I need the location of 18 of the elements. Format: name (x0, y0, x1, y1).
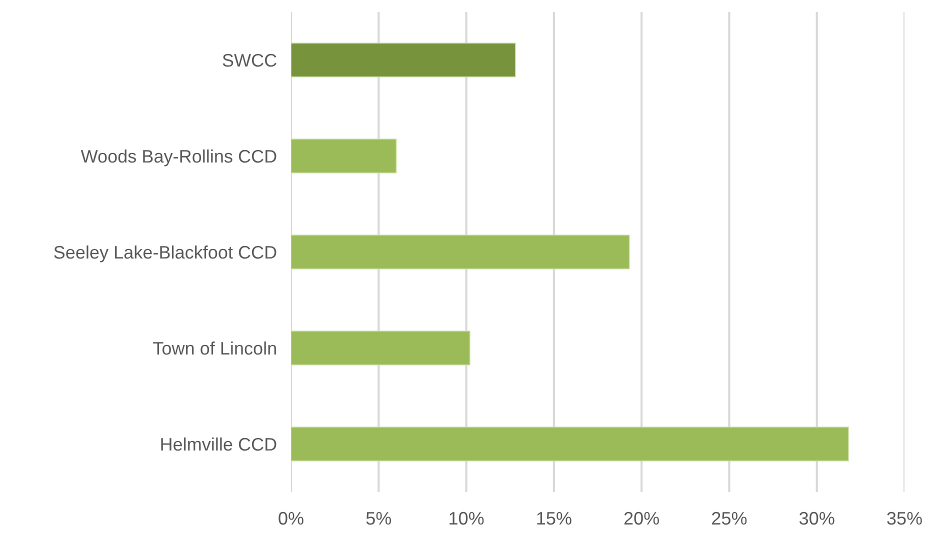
bar (291, 426, 849, 462)
y-tick-label: Town of Lincoln (153, 341, 276, 355)
x-tick-label: 35% (887, 512, 922, 525)
y-tick-label: Helmville CCD (161, 437, 276, 451)
bar (291, 42, 516, 78)
x-tick-label: 25% (712, 512, 747, 525)
x-tick-label: 10% (450, 512, 484, 525)
x-tick-label: 15% (537, 512, 572, 525)
bar (291, 138, 397, 174)
x-tick-label: 20% (624, 512, 659, 525)
bar (291, 330, 470, 366)
bar (291, 234, 630, 270)
y-tick-label: Woods Bay-Rollins CCD (80, 149, 276, 166)
y-tick-label: Seeley Lake-Blackfoot CCD (54, 245, 276, 262)
y-tick-label: SWCC (222, 54, 276, 67)
x-tick-label: 30% (799, 512, 834, 525)
x-tick-label: 0% (278, 512, 304, 525)
x-tick-label: 5% (366, 512, 392, 525)
